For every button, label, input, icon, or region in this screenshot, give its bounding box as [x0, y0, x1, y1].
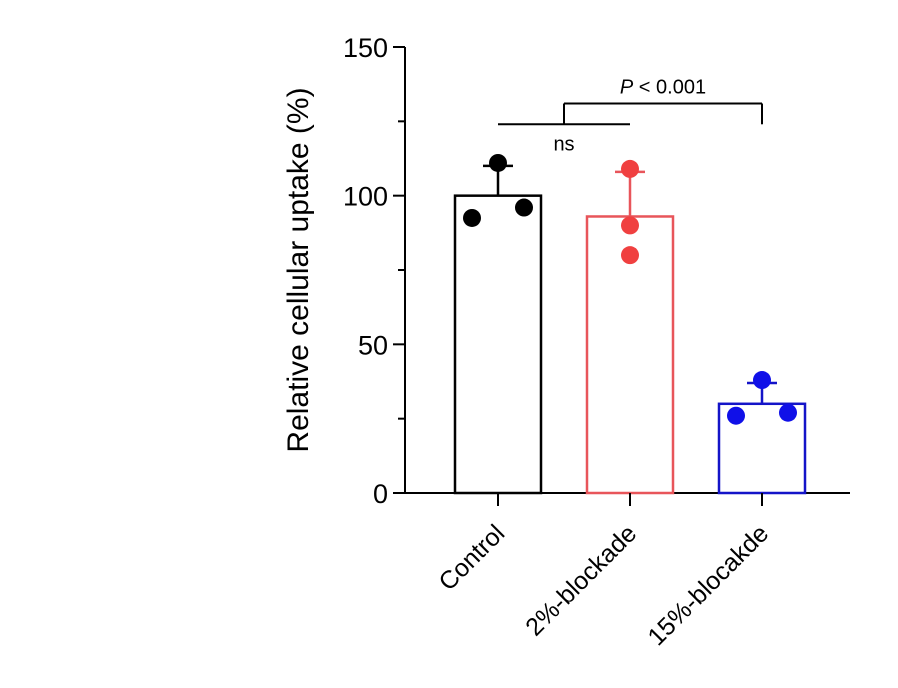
data-point-1-1: [621, 216, 639, 235]
y-tick-label-100: 100: [343, 182, 388, 212]
p-value-label: P < 0.001: [620, 76, 706, 98]
y-axis-label: Relative cellular uptake (%): [282, 87, 315, 452]
plot-area: 0 50 100 150 Control 2%-blockade 15%-blocakde n…: [343, 33, 850, 651]
data-point-0-1: [463, 208, 481, 227]
x-tick-label-1: 2%-blockade: [520, 519, 642, 641]
data-point-2-2: [779, 403, 797, 422]
data-point-2-1: [727, 406, 745, 425]
data-point-1-0: [621, 159, 639, 178]
y-tick-label-150: 150: [343, 33, 388, 63]
y-tick-label-50: 50: [358, 330, 388, 360]
x-tick-label-2: 15%-blocakde: [642, 519, 774, 651]
ns-label: ns: [553, 133, 574, 155]
data-point-0-0: [489, 153, 507, 172]
data-point-2-0: [753, 371, 771, 390]
data-point-1-2: [621, 246, 639, 265]
data-point-0-2: [515, 198, 533, 217]
bar-0: [453, 194, 543, 495]
y-tick-label-0: 0: [373, 479, 388, 509]
x-tick-label-0: Control: [433, 519, 510, 596]
